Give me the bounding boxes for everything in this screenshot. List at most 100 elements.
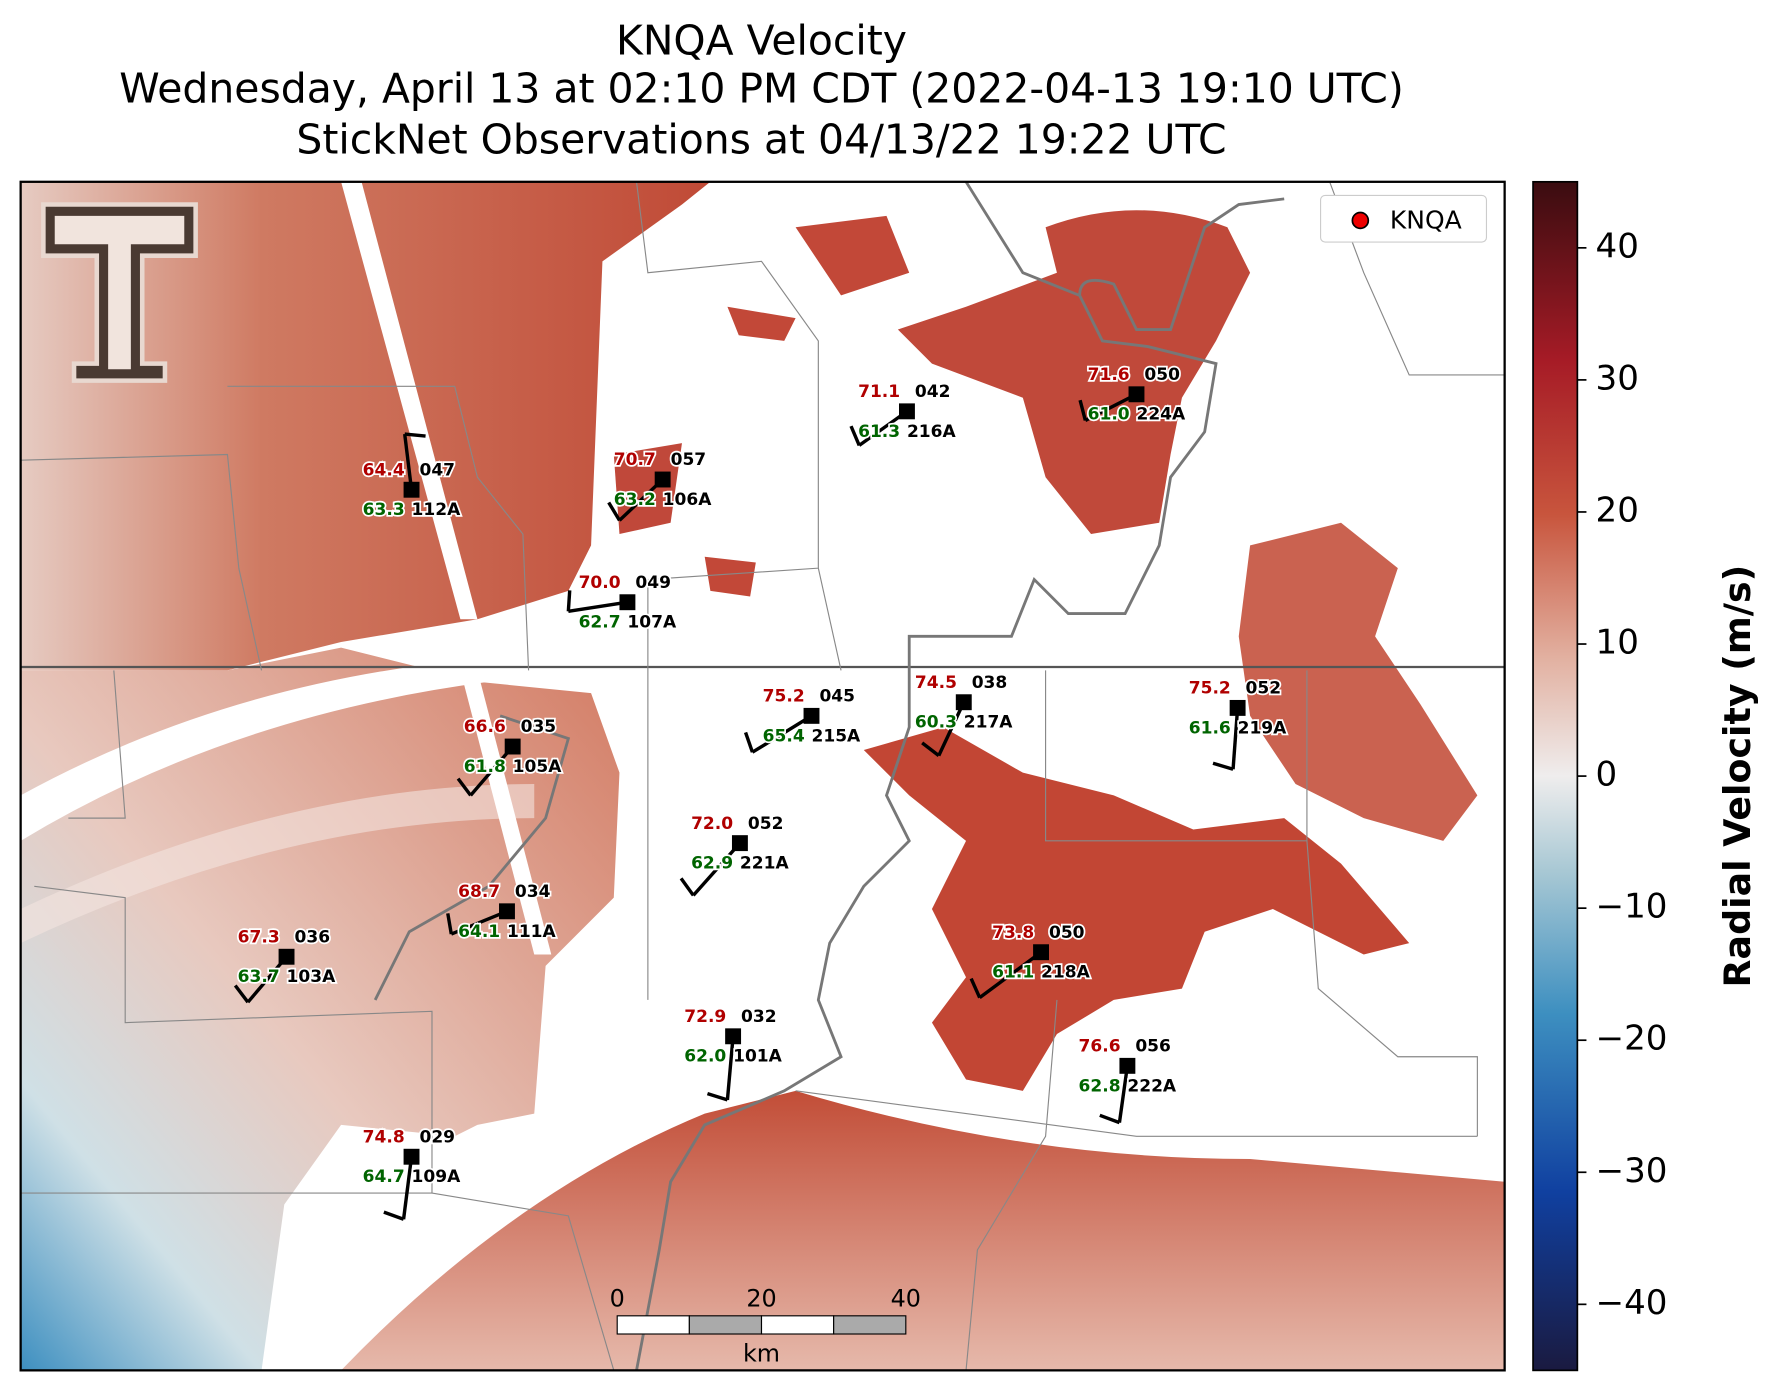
dewpoint: 64.7	[363, 1167, 405, 1187]
scale-segment	[688, 1315, 763, 1335]
station-marker	[1229, 699, 1246, 716]
wind-barb-flag	[566, 590, 572, 612]
station-marker	[1119, 1057, 1136, 1074]
station: 75.2 045 65.4 215A	[743, 685, 863, 754]
scale-unit: km	[743, 1339, 780, 1367]
scale-tick-label: 0	[610, 1285, 625, 1313]
wind-barb	[692, 841, 742, 897]
station-marker	[619, 594, 636, 611]
logo	[41, 202, 198, 383]
temperature: 66.6	[464, 717, 506, 737]
dewpoint: 63.7	[238, 967, 280, 987]
station: 66.6 035 61.8 105A	[456, 716, 564, 797]
colorbar-tick-label: 0	[1596, 755, 1618, 795]
wind-barb-flag	[404, 432, 426, 438]
temperature: 73.8	[992, 923, 1034, 943]
station: 72.9 032 62.0 101A	[683, 1005, 784, 1102]
station-id: 216A	[907, 422, 957, 442]
legend: KNQA	[1319, 194, 1488, 243]
wind-barb-flag	[446, 913, 453, 935]
dewpoint: 61.6	[1189, 718, 1231, 738]
station-id: 224A	[1136, 405, 1186, 425]
colorbar-tick-label: −30	[1596, 1151, 1668, 1191]
scale-tick-label: 20	[746, 1285, 776, 1313]
title: KNQA Velocity Wednesday, April 13 at 02:…	[119, 17, 1404, 164]
station-id: 101A	[733, 1047, 783, 1067]
station-marker	[955, 694, 972, 711]
temperature: 74.5	[915, 673, 957, 693]
station-code: 029	[419, 1127, 455, 1147]
station: 74.8 029 64.7 109A	[361, 1126, 463, 1221]
temperature: 76.6	[1079, 1037, 1121, 1057]
wind-barb	[403, 433, 414, 490]
legend-label: KNQA	[1390, 206, 1462, 235]
scale-segment	[760, 1315, 835, 1335]
station: 70.7 057 63.2 106A	[607, 448, 714, 522]
dewpoint: 65.4	[763, 726, 805, 746]
station-marker	[898, 403, 915, 420]
colorbar-label: Radial Velocity (m/s)	[1716, 565, 1759, 988]
station: 74.5 038 60.3 217A	[913, 671, 1015, 757]
temperature: 71.6	[1088, 365, 1130, 385]
temperature: 67.3	[238, 927, 280, 947]
station-id: 219A	[1238, 718, 1288, 738]
dewpoint: 62.8	[1079, 1076, 1121, 1096]
station-code: 038	[972, 673, 1008, 693]
wind-barb	[1231, 707, 1240, 770]
radar-field	[20, 181, 1505, 1371]
station-code: 045	[819, 687, 855, 707]
scale-bar: km 0 20 40	[610, 1285, 921, 1368]
wind-barb	[568, 600, 628, 614]
wind-barb-flag	[456, 777, 472, 797]
temperature: 70.0	[579, 573, 621, 593]
wind-barb-flag	[1078, 399, 1088, 421]
station-id: 103A	[287, 967, 337, 987]
title-line: StickNet Observations at 04/13/22 19:22 …	[296, 115, 1226, 163]
wind-barb-flag	[969, 977, 982, 999]
station-id: 107A	[627, 613, 677, 633]
station-id: 109A	[412, 1167, 462, 1187]
station-code: 047	[419, 460, 455, 480]
temperature: 71.1	[858, 382, 900, 402]
station-marker	[499, 903, 515, 920]
wind-barb	[937, 701, 966, 757]
wind-barb	[978, 950, 1043, 1000]
colorbar-tick-label: −10	[1596, 887, 1668, 927]
temperature: 68.7	[458, 882, 500, 902]
wind-barb	[1084, 392, 1138, 422]
station-code: 052	[1246, 679, 1282, 699]
wind-barb-flag	[706, 1091, 728, 1102]
wind-barb	[450, 909, 508, 936]
legend-box	[1319, 194, 1488, 243]
scale-segment	[833, 1315, 907, 1335]
title-line: KNQA Velocity	[616, 17, 907, 65]
station-marker	[403, 1148, 420, 1165]
station-code: 042	[915, 382, 951, 402]
scale-segment	[616, 1315, 690, 1335]
wind-barb	[401, 1156, 414, 1220]
wind-barb	[751, 714, 813, 754]
wind-barb-flag	[383, 1210, 405, 1221]
station-marker	[504, 738, 521, 755]
station-code: 050	[1049, 923, 1085, 943]
boundaries	[20, 181, 1505, 1371]
station-marker	[803, 707, 820, 724]
station: 67.3 036 63.7 103A	[233, 926, 338, 1004]
station: 64.4 047 63.3 112A	[361, 432, 463, 522]
station-code: 050	[1144, 365, 1180, 385]
station-id: 112A	[412, 500, 462, 520]
station-id: 106A	[663, 490, 713, 510]
station: 70.0 049 62.7 107A	[566, 571, 679, 634]
station-code: 032	[741, 1007, 777, 1027]
stations: 64.4 047 63.3 112A 70.7 057 63.2 106A 70.0 049 62.…	[233, 363, 1289, 1221]
station-id: 222A	[1127, 1076, 1177, 1096]
temperature: 75.2	[1189, 679, 1231, 699]
dewpoint: 62.7	[579, 613, 621, 633]
station-code: 056	[1135, 1037, 1171, 1057]
station: 72.0 052 62.9 221A	[679, 812, 791, 897]
station-marker	[403, 481, 420, 498]
station: 73.8 050 61.1 218A	[969, 921, 1092, 1000]
colorbar-tick-label: −20	[1596, 1019, 1668, 1059]
